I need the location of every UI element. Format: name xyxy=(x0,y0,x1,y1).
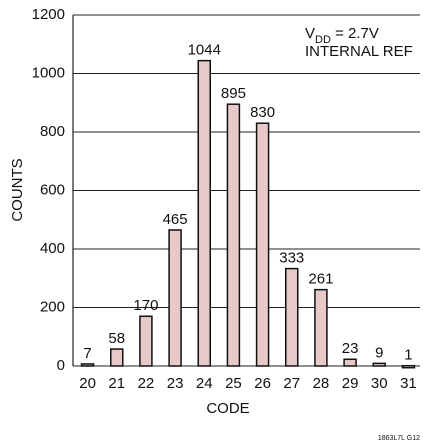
bar xyxy=(255,122,270,367)
bar xyxy=(285,267,299,367)
value-label: 23 xyxy=(342,340,359,357)
y-tick-label: 0 xyxy=(57,357,65,374)
value-label: 58 xyxy=(108,330,125,347)
x-tick-label: 27 xyxy=(283,375,300,392)
x-axis-label: CODE xyxy=(206,400,249,417)
value-label: 830 xyxy=(250,104,275,121)
value-label: 9 xyxy=(375,344,383,361)
annotation-part: DD xyxy=(315,34,331,46)
x-tick-label: 26 xyxy=(254,375,271,392)
bar xyxy=(343,358,357,367)
annotation-part: = 2.7V xyxy=(331,25,379,42)
bar xyxy=(401,364,416,369)
value-label: 895 xyxy=(221,85,246,102)
annotation-part: V xyxy=(305,25,315,42)
value-label: 333 xyxy=(279,250,304,267)
bar xyxy=(110,348,124,367)
x-tick-label: 28 xyxy=(313,375,330,392)
y-tick-label: 1000 xyxy=(32,64,65,81)
value-label: 465 xyxy=(163,211,188,228)
value-label: 7 xyxy=(83,345,91,362)
y-tick-label: 800 xyxy=(40,123,65,140)
value-label: 1044 xyxy=(188,42,221,59)
x-tick-label: 29 xyxy=(342,375,359,392)
annotation: INTERNAL REF xyxy=(305,43,413,60)
bar xyxy=(226,103,241,367)
y-tick-label: 600 xyxy=(40,181,65,198)
x-tick-label: 20 xyxy=(79,375,96,392)
value-label: 261 xyxy=(308,271,333,288)
y-axis-label: COUNTS xyxy=(9,158,26,221)
x-tick-label: 30 xyxy=(371,375,388,392)
bar xyxy=(168,229,182,367)
bar xyxy=(314,288,328,367)
x-tick-label: 21 xyxy=(108,375,125,392)
x-tick-label: 25 xyxy=(225,375,242,392)
y-tick-label: 200 xyxy=(40,298,65,315)
x-tick-label: 23 xyxy=(167,375,184,392)
bar xyxy=(372,362,386,367)
value-label: 1 xyxy=(404,347,412,364)
y-tick-label: 1200 xyxy=(32,6,65,23)
bar xyxy=(80,363,95,367)
footnote: 1863L7L G12 xyxy=(378,435,420,442)
annotation: VDD = 2.7V xyxy=(305,25,379,46)
bar xyxy=(139,315,153,367)
x-tick-label: 22 xyxy=(138,375,155,392)
annotation-part: INTERNAL REF xyxy=(305,43,413,60)
value-label: 170 xyxy=(133,297,158,314)
x-tick-label: 24 xyxy=(196,375,213,392)
y-tick-label: 400 xyxy=(40,240,65,257)
x-tick-label: 31 xyxy=(400,375,417,392)
bar xyxy=(197,59,211,367)
